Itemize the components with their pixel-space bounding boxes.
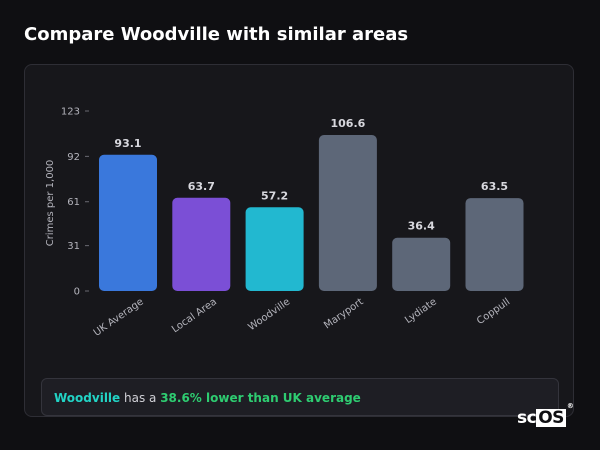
x-axis-labels: UK Average Local Area Woodville Maryport Lyd… xyxy=(92,296,512,338)
data-label: 36.4 xyxy=(408,220,435,233)
x-tick-label: Woodville xyxy=(246,296,292,333)
x-tick-label: Local Area xyxy=(170,296,219,335)
y-tick-label: 92 xyxy=(67,152,80,163)
x-tick-label: Maryport xyxy=(322,296,365,331)
bar-maryport[interactable] xyxy=(318,135,377,291)
summary-box: Woodville has a 38.6% lower than UK aver… xyxy=(41,378,559,416)
y-tick-label: 31 xyxy=(67,241,80,252)
logo-prefix: sc xyxy=(517,408,537,428)
data-label: 63.5 xyxy=(481,180,508,193)
x-tick-label: Coppull xyxy=(475,296,512,327)
page-title: Compare Woodville with similar areas xyxy=(24,24,409,45)
bar-local-area[interactable] xyxy=(172,197,231,291)
logo-registered-mark: ® xyxy=(566,402,574,411)
summary-connector: has a xyxy=(120,391,161,405)
data-label: 106.6 xyxy=(331,117,366,130)
bar-lydiate[interactable] xyxy=(392,237,451,291)
summary-area-name: Woodville xyxy=(54,391,121,405)
data-label: 93.1 xyxy=(114,137,141,150)
bar-chart: 0 31 61 92 123 93.1 63.7 57.2 106.6 36.4 63.5 UK … xyxy=(45,107,524,339)
summary-comparison: 38.6% lower than UK average xyxy=(160,391,361,405)
bar-coppull[interactable] xyxy=(465,198,524,291)
data-labels: 93.1 63.7 57.2 106.6 36.4 63.5 xyxy=(114,117,508,233)
data-label: 63.7 xyxy=(188,180,215,193)
x-tick-label: UK Average xyxy=(92,296,146,338)
y-axis: 0 31 61 92 123 xyxy=(61,107,89,298)
data-label: 57.2 xyxy=(261,189,288,202)
comparison-card: 0 31 61 92 123 93.1 63.7 57.2 106.6 36.4 63.5 UK … xyxy=(24,64,574,417)
logo-boxed: OS xyxy=(536,408,566,428)
y-tick-label: 123 xyxy=(61,107,80,118)
x-tick-label: Lydiate xyxy=(403,296,439,326)
y-axis-label: Crimes per 1,000 xyxy=(45,160,56,247)
y-tick-label: 61 xyxy=(67,197,80,208)
bar-uk-average[interactable] xyxy=(99,154,157,291)
scos-logo: sc OS® xyxy=(517,402,574,428)
bars xyxy=(99,135,524,291)
bar-woodville[interactable] xyxy=(245,207,304,291)
y-tick-label: 0 xyxy=(74,287,80,298)
